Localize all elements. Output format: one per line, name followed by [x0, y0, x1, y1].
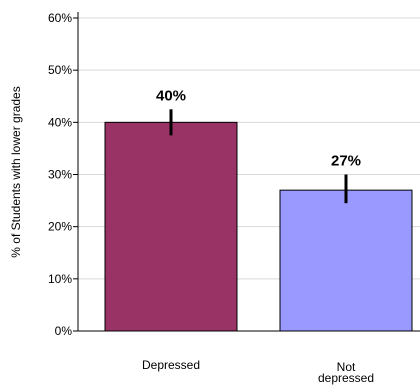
- y-tick-label: 50%: [48, 63, 72, 77]
- y-axis-title: % of Students with lower grades: [9, 86, 23, 257]
- y-tick-labels: 0% 10% 20% 30% 40% 50% 60%: [48, 11, 72, 338]
- y-tick-label: 40%: [48, 115, 72, 129]
- y-tick-label: 30%: [48, 168, 72, 182]
- bar: [104, 121, 238, 332]
- y-axis: [73, 12, 420, 332]
- y-tick-label: 10%: [48, 272, 72, 286]
- y-tick-label: 60%: [48, 11, 72, 25]
- data-label: 27%: [331, 153, 361, 170]
- data-labels: 40% 27%: [156, 87, 361, 169]
- category-label-line: Not: [337, 360, 356, 374]
- error-bars: [169, 109, 348, 204]
- y-tick-label: 0%: [55, 324, 73, 338]
- category-label: Depressed: [142, 358, 200, 372]
- bar: [279, 189, 413, 332]
- x-category-labels: Depressed Not depressed: [142, 358, 374, 385]
- category-label: Not depressed: [318, 360, 374, 385]
- bars: [104, 121, 413, 332]
- y-tick-label: 20%: [48, 220, 72, 234]
- category-label-line: depressed: [318, 371, 374, 385]
- category-label-line: Depressed: [142, 358, 200, 372]
- data-label: 40%: [156, 87, 186, 104]
